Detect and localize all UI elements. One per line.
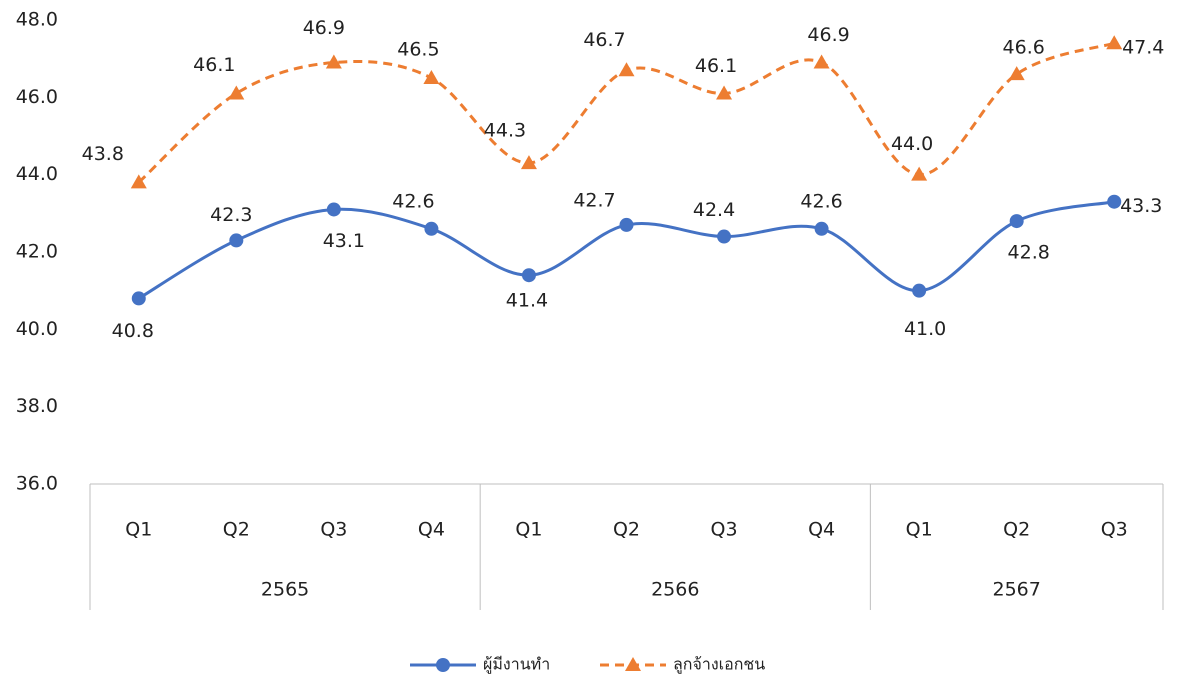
- x-tick-label: Q4: [418, 519, 445, 541]
- point: [436, 658, 450, 672]
- y-tick-label: 48.0: [16, 9, 58, 31]
- point: [717, 229, 732, 244]
- data-label: 46.1: [193, 54, 235, 76]
- x-tick-label: Q4: [808, 519, 835, 541]
- legend-label: ลูกจ้างเอกชน: [673, 655, 765, 675]
- group-label: 2567: [993, 579, 1041, 601]
- point: [625, 657, 641, 671]
- data-label: 42.4: [693, 199, 735, 221]
- point: [814, 221, 829, 236]
- data-label: 42.8: [1008, 242, 1050, 264]
- point: [520, 155, 537, 170]
- x-tick-label: Q1: [515, 519, 542, 541]
- line: [138, 200, 1115, 300]
- point: [326, 202, 341, 217]
- y-tick-label: 44.0: [16, 163, 58, 185]
- data-label: 44.3: [484, 120, 526, 142]
- point: [228, 85, 245, 100]
- data-label: 46.6: [1003, 37, 1045, 59]
- y-tick-label: 36.0: [16, 473, 58, 495]
- point: [131, 291, 146, 306]
- point: [813, 54, 830, 69]
- x-tick-label: Q3: [320, 519, 347, 541]
- point: [229, 233, 244, 248]
- y-tick-label: 38.0: [16, 395, 58, 417]
- point: [618, 62, 635, 77]
- point: [912, 283, 927, 298]
- data-label: 42.3: [210, 204, 252, 226]
- x-tick-label: Q2: [613, 519, 640, 541]
- y-tick-label: 40.0: [16, 318, 58, 340]
- data-label: 47.4: [1122, 37, 1164, 59]
- point: [325, 54, 342, 69]
- point: [1008, 66, 1025, 81]
- point: [521, 268, 536, 283]
- data-label: 43.1: [323, 230, 365, 252]
- group-label: 2566: [651, 579, 699, 601]
- point: [1107, 194, 1122, 209]
- x-tick-label: Q1: [125, 519, 152, 541]
- x-tick-label: Q2: [1003, 519, 1030, 541]
- x-tick-label: Q1: [906, 519, 933, 541]
- data-label: 44.0: [891, 133, 933, 155]
- point: [911, 166, 928, 181]
- data-label: 46.1: [695, 55, 737, 77]
- y-tick-label: 42.0: [16, 241, 58, 263]
- data-label: 43.3: [1120, 195, 1162, 217]
- data-label: 46.9: [807, 24, 849, 46]
- data-label: 42.6: [800, 190, 842, 212]
- point: [1106, 35, 1123, 50]
- point: [619, 217, 634, 232]
- point: [424, 221, 439, 236]
- point: [423, 70, 440, 84]
- data-label: 43.8: [82, 143, 124, 165]
- y-tick-label: 46.0: [16, 86, 58, 108]
- x-tick-label: Q3: [1101, 519, 1128, 541]
- point: [130, 174, 147, 189]
- legend-label: ผู้มีงานทำ: [483, 655, 550, 675]
- x-tick-label: Q3: [711, 519, 738, 541]
- x-tick-label: Q2: [223, 519, 250, 541]
- data-label: 40.8: [112, 320, 154, 342]
- data-label: 46.9: [303, 17, 345, 39]
- point: [716, 85, 733, 100]
- data-label: 46.5: [397, 39, 439, 61]
- data-label: 42.7: [573, 189, 615, 211]
- group-label: 2565: [261, 579, 309, 601]
- data-label: 46.7: [583, 29, 625, 51]
- data-label: 41.4: [506, 290, 548, 312]
- point: [1009, 214, 1024, 229]
- data-label: 41.0: [904, 318, 946, 340]
- data-label: 42.6: [392, 190, 434, 212]
